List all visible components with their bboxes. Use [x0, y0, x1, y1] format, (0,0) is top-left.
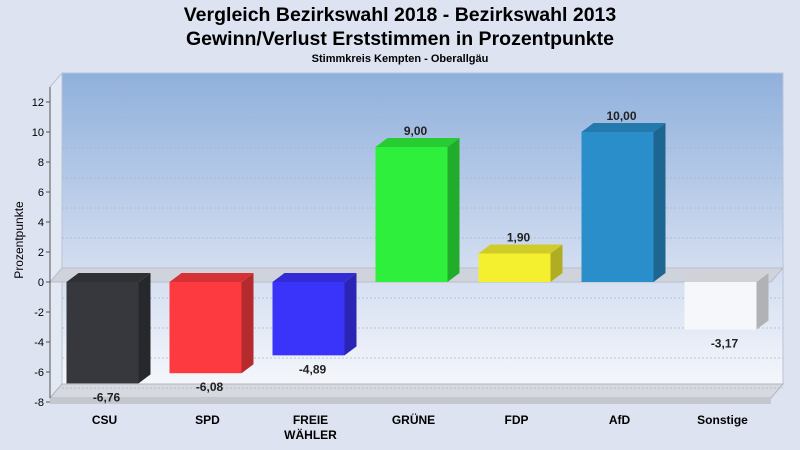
x-tick-label: GRÜNE: [392, 412, 435, 427]
value-labels: -6,76 -6,08 -4,89 9,00 1,90 10,00 -3,17: [93, 109, 739, 404]
x-tick-label: AfD: [609, 413, 631, 427]
x-tick-label: SPD: [195, 413, 220, 427]
chart-title-line2: Gewinn/Verlust Erststimmen in Prozentpun…: [185, 28, 614, 50]
bar: [66, 273, 151, 384]
bar: [169, 273, 254, 374]
bar-side: [344, 273, 357, 356]
bar-side: [756, 273, 769, 330]
value-label: 1,90: [507, 231, 531, 245]
bars: [66, 123, 769, 384]
bar-front: [169, 282, 242, 374]
bar: [581, 123, 666, 282]
plot-floor: [48, 383, 785, 399]
bar-front: [66, 282, 139, 384]
chart-title-line1: Vergleich Bezirkswahl 2018 - Bezirkswahl…: [183, 4, 617, 26]
bar: [272, 273, 357, 356]
value-label: 10,00: [606, 109, 636, 123]
x-tick-label: CSU: [92, 413, 117, 427]
y-tick-label: -4: [34, 337, 44, 349]
bar-top: [66, 273, 151, 282]
bar: [375, 138, 460, 282]
x-tick-label: FREIE: [293, 413, 328, 427]
y-tick-label: 2: [38, 247, 44, 259]
bar-side: [653, 123, 666, 282]
bar-side: [138, 273, 151, 384]
bar-top: [272, 273, 357, 282]
value-label: -3,17: [711, 337, 739, 351]
value-label: 9,00: [404, 124, 428, 138]
bar-side: [241, 273, 254, 374]
bar: [478, 244, 563, 282]
x-tick-label-line2: WÄHLER: [284, 427, 337, 442]
y-tick-label: -8: [34, 397, 44, 409]
plot-left-wall: [49, 71, 63, 400]
chart-subtitle: Stimmkreis Kempten - Oberallgäu: [311, 53, 489, 65]
bar-front: [478, 253, 551, 282]
bar-front: [581, 132, 654, 282]
y-tick-label: -6: [34, 367, 44, 379]
x-tick-label: FDP: [505, 413, 529, 427]
y-tick-label: 6: [38, 187, 44, 199]
bar-front: [375, 147, 448, 282]
bar-top: [581, 123, 666, 132]
plot-floor-edge: [50, 398, 771, 404]
bar-side: [550, 244, 563, 282]
value-label: -4,89: [299, 362, 327, 376]
y-tick-label: 4: [38, 217, 44, 229]
value-label: -6,08: [196, 380, 224, 394]
y-axis-label: Prozentpunkte: [12, 201, 26, 279]
y-tick-label: -2: [34, 307, 44, 319]
bar: [684, 273, 769, 330]
bar-top: [375, 138, 460, 147]
bar-top: [478, 244, 563, 254]
bar-side: [447, 138, 460, 282]
bar-front: [684, 282, 757, 330]
bar-top: [169, 273, 254, 282]
bar-front: [272, 282, 345, 356]
bar-top: [684, 273, 769, 282]
y-axis: 12 10 8 6 4 2 0 -2 -4 -6 -8: [32, 87, 51, 409]
y-tick-label: 10: [32, 127, 44, 139]
y-tick-label: 12: [32, 97, 44, 109]
y-tick-label: 8: [38, 157, 44, 169]
y-tick-label: 0: [38, 277, 44, 289]
chart-title: Vergleich Bezirkswahl 2018 - Bezirkswahl…: [0, 3, 800, 51]
value-label: -6,76: [93, 390, 121, 404]
x-tick-label: Sonstige: [697, 413, 748, 427]
